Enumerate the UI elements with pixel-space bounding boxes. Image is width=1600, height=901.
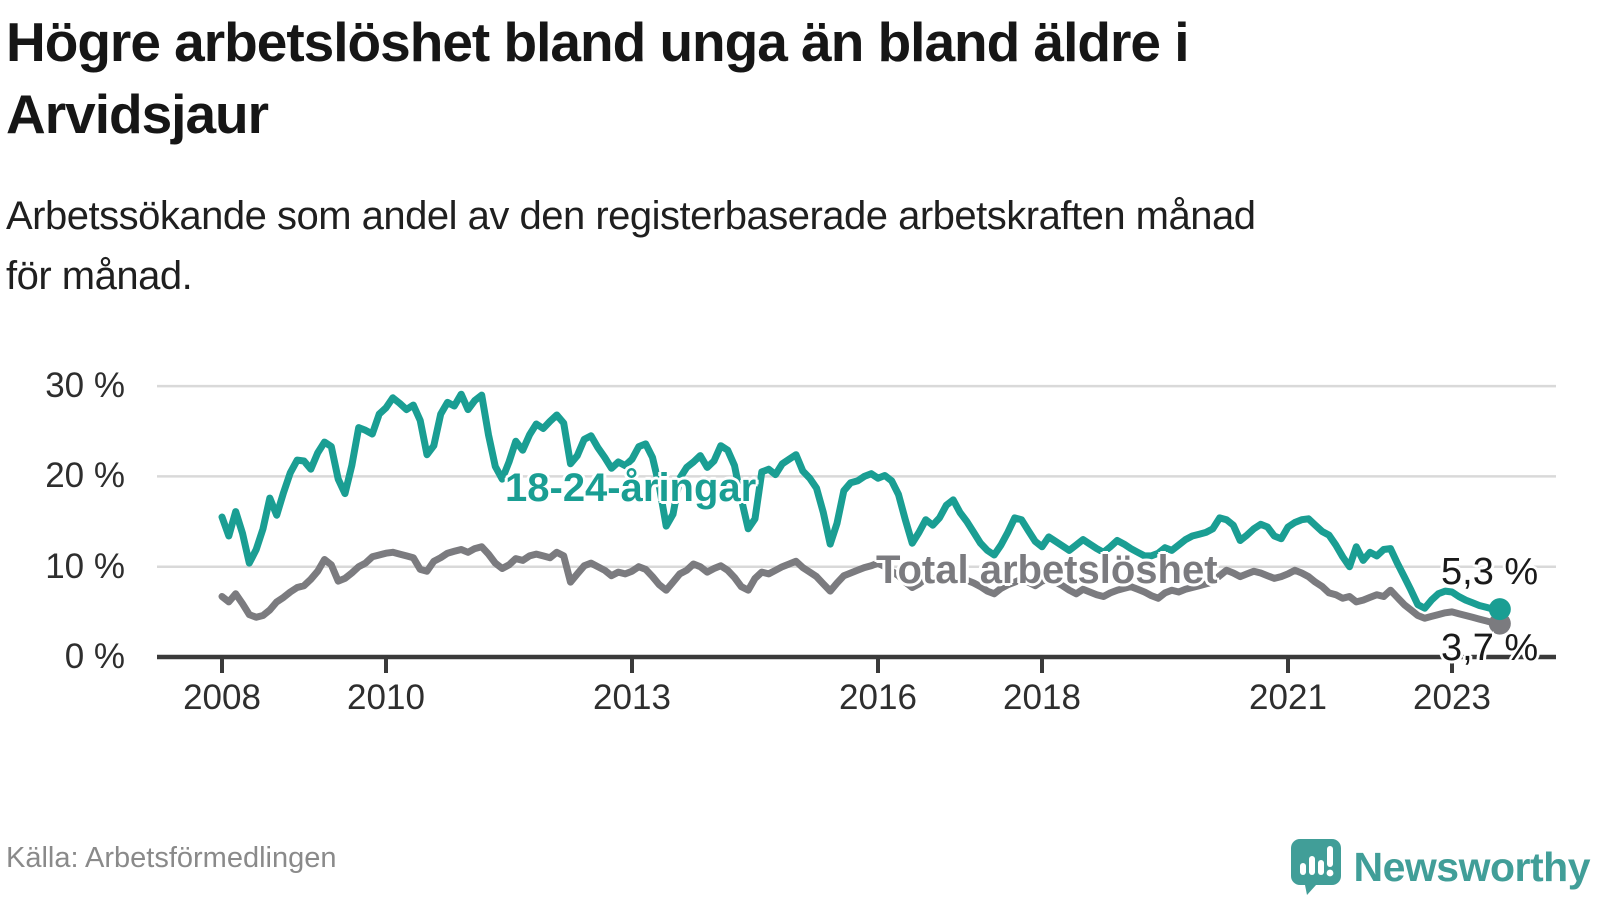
x-axis-label-2021: 2021: [1249, 678, 1327, 717]
x-axis-ticks: [220, 657, 1454, 673]
x-axis-label-2013: 2013: [593, 678, 671, 717]
page-title-line2: Arvidsjaur: [6, 83, 269, 145]
page-title: Högre arbetslöshet bland unga än bland ä…: [6, 6, 1596, 150]
newsworthy-logo: Newsworthy: [1290, 838, 1591, 896]
youth-series-label: 18-24-åringar: [505, 466, 757, 510]
newsworthy-logo-text: Newsworthy: [1353, 843, 1591, 890]
x-axis-label-2023: 2023: [1413, 678, 1491, 717]
total-end-value-label: 3,7 %: [1441, 627, 1539, 669]
youth-end-dot: [1488, 598, 1511, 621]
youth-end-value-label: 5,3 %: [1441, 551, 1539, 593]
total-unemployment-line: [218, 543, 1504, 628]
x-axis-label-2010: 2010: [347, 678, 425, 717]
chart-subtitle-line2: för månad.: [6, 254, 193, 298]
chart-subtitle-line1: Arbetssökande som andel av den registerb…: [6, 194, 1256, 238]
gridlines: [157, 384, 1556, 568]
y-axis-label-0: 0 %: [64, 637, 125, 676]
newsworthy-logo-icon: [1290, 838, 1342, 896]
x-axis-label-2016: 2016: [839, 678, 917, 717]
chart-subtitle: Arbetssökande som andel av den registerb…: [6, 186, 1566, 306]
page-title-line1: Högre arbetslöshet bland unga än bland ä…: [6, 11, 1190, 73]
y-axis-label-20: 20 %: [45, 456, 125, 496]
youth-unemployment-line: [218, 390, 1504, 613]
x-axis-label-2018: 2018: [1003, 678, 1081, 717]
y-axis-label-10: 10 %: [45, 546, 125, 586]
source-caption: Källa: Arbetsförmedlingen: [6, 842, 337, 874]
y-axis-label-30: 30 %: [45, 366, 125, 406]
x-axis-label-2008: 2008: [183, 678, 261, 717]
total-series-label: Total arbetslöshet: [876, 548, 1218, 592]
